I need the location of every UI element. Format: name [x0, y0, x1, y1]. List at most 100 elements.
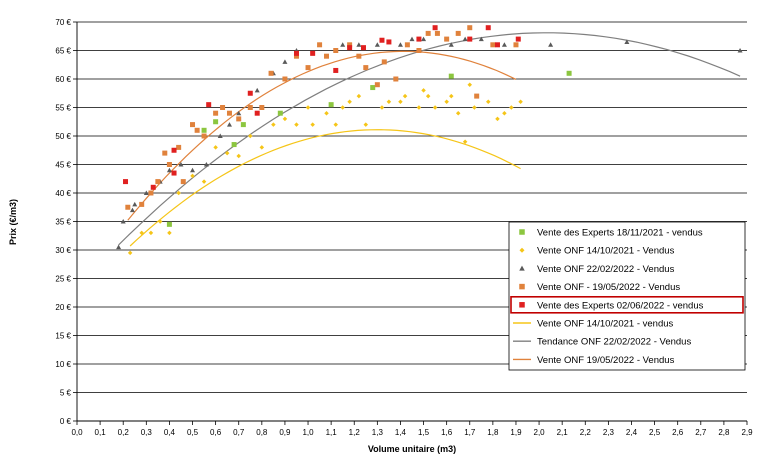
data-point — [277, 110, 283, 116]
data-point — [360, 45, 366, 51]
data-point — [356, 93, 362, 99]
legend-entry: Vente ONF 22/02/2022 - Vendus — [519, 264, 675, 275]
data-point — [171, 170, 177, 176]
data-point — [397, 42, 403, 47]
data-point — [294, 122, 299, 127]
y-tick-label: 35 € — [55, 218, 71, 227]
x-tick-label: 0,0 — [71, 428, 83, 437]
data-point — [379, 37, 385, 43]
data-point — [455, 110, 461, 116]
data-point — [305, 105, 311, 110]
data-point — [494, 42, 500, 48]
x-tick-label: 0,8 — [256, 428, 268, 437]
data-point — [150, 184, 156, 190]
data-point — [248, 133, 253, 139]
data-point — [125, 204, 131, 210]
data-point — [519, 265, 525, 271]
data-point — [340, 105, 345, 110]
data-point — [502, 110, 507, 116]
data-point — [190, 167, 196, 173]
legend-label: Vente ONF 19/05/2022 - Vendus — [537, 355, 675, 366]
data-point — [347, 99, 352, 105]
data-point — [310, 122, 315, 127]
legend-entry: Vente des Experts 18/11/2021 - vendus — [519, 228, 703, 239]
data-point — [386, 99, 392, 105]
legend-entry: Vente ONF - 19/05/2022 - Vendus — [519, 282, 680, 293]
data-point — [213, 110, 219, 116]
legend-label: Vente ONF 14/10/2021 - Vendus — [537, 246, 675, 257]
data-point — [162, 150, 168, 156]
data-point — [485, 99, 491, 105]
trendline — [127, 50, 517, 221]
data-point — [340, 42, 346, 47]
data-point — [421, 36, 427, 42]
data-point — [282, 116, 288, 122]
x-tick-label: 0,9 — [279, 428, 291, 437]
data-point — [398, 99, 403, 105]
x-axis-title: Volume unitaire (m3) — [368, 444, 456, 454]
data-point — [324, 110, 329, 116]
data-point — [425, 93, 431, 99]
x-tick-label: 2,7 — [695, 428, 707, 437]
data-point — [472, 105, 477, 110]
x-tick-label: 0,4 — [164, 428, 176, 437]
data-point — [432, 105, 438, 110]
data-point — [190, 122, 196, 128]
data-point — [231, 142, 237, 148]
x-tick-label: 0,1 — [95, 428, 107, 437]
legend-entry: Vente ONF 14/10/2021 - Vendus — [519, 246, 675, 257]
data-point — [240, 122, 246, 128]
data-point — [333, 67, 339, 73]
data-point — [148, 230, 154, 236]
y-tick-label: 45 € — [55, 161, 71, 170]
data-point — [462, 36, 468, 42]
x-tick-label: 0,3 — [141, 428, 153, 437]
data-point — [254, 87, 260, 93]
data-point — [333, 48, 339, 53]
data-point — [201, 179, 207, 184]
data-points — [116, 25, 743, 256]
data-point — [444, 36, 450, 42]
data-point — [123, 179, 129, 185]
data-point — [166, 162, 172, 167]
data-point — [421, 88, 426, 93]
data-point — [416, 36, 422, 42]
data-point — [155, 179, 161, 185]
data-point — [370, 85, 376, 91]
y-tick-label: 0 € — [60, 417, 72, 426]
x-tick-label: 0,5 — [187, 428, 199, 437]
data-point — [432, 25, 438, 31]
data-point — [206, 102, 212, 108]
x-tick-label: 2,6 — [672, 428, 684, 437]
data-point — [425, 30, 431, 36]
data-point — [448, 42, 454, 47]
x-tick-label: 2,5 — [649, 428, 661, 437]
data-point — [190, 173, 195, 179]
gridlines — [77, 21, 747, 422]
x-tick-label: 1,6 — [441, 428, 453, 437]
data-point — [416, 48, 422, 53]
data-point — [203, 162, 209, 167]
trendline — [118, 32, 741, 246]
x-tick-label: 2,1 — [557, 428, 569, 437]
legend-label: Vente ONF 14/10/2021 - vendus — [537, 319, 674, 330]
legend-entry: Vente ONF 19/05/2022 - Vendus — [513, 355, 675, 366]
data-point — [236, 116, 242, 122]
data-point — [455, 30, 461, 36]
data-point — [293, 53, 299, 59]
data-point — [224, 150, 230, 156]
data-point — [236, 110, 242, 116]
data-point — [434, 30, 440, 36]
data-point — [519, 229, 525, 235]
data-point — [220, 105, 226, 110]
data-point — [548, 42, 554, 47]
x-tick-label: 2,3 — [603, 428, 615, 437]
x-tick-label: 1,7 — [464, 428, 476, 437]
data-point — [167, 230, 172, 236]
y-tick-label: 70 € — [55, 18, 71, 27]
data-point — [737, 48, 743, 53]
x-tick-label: 1,4 — [395, 428, 407, 437]
data-point — [213, 119, 219, 125]
data-point — [236, 153, 241, 159]
x-tick-label: 1,5 — [418, 428, 430, 437]
